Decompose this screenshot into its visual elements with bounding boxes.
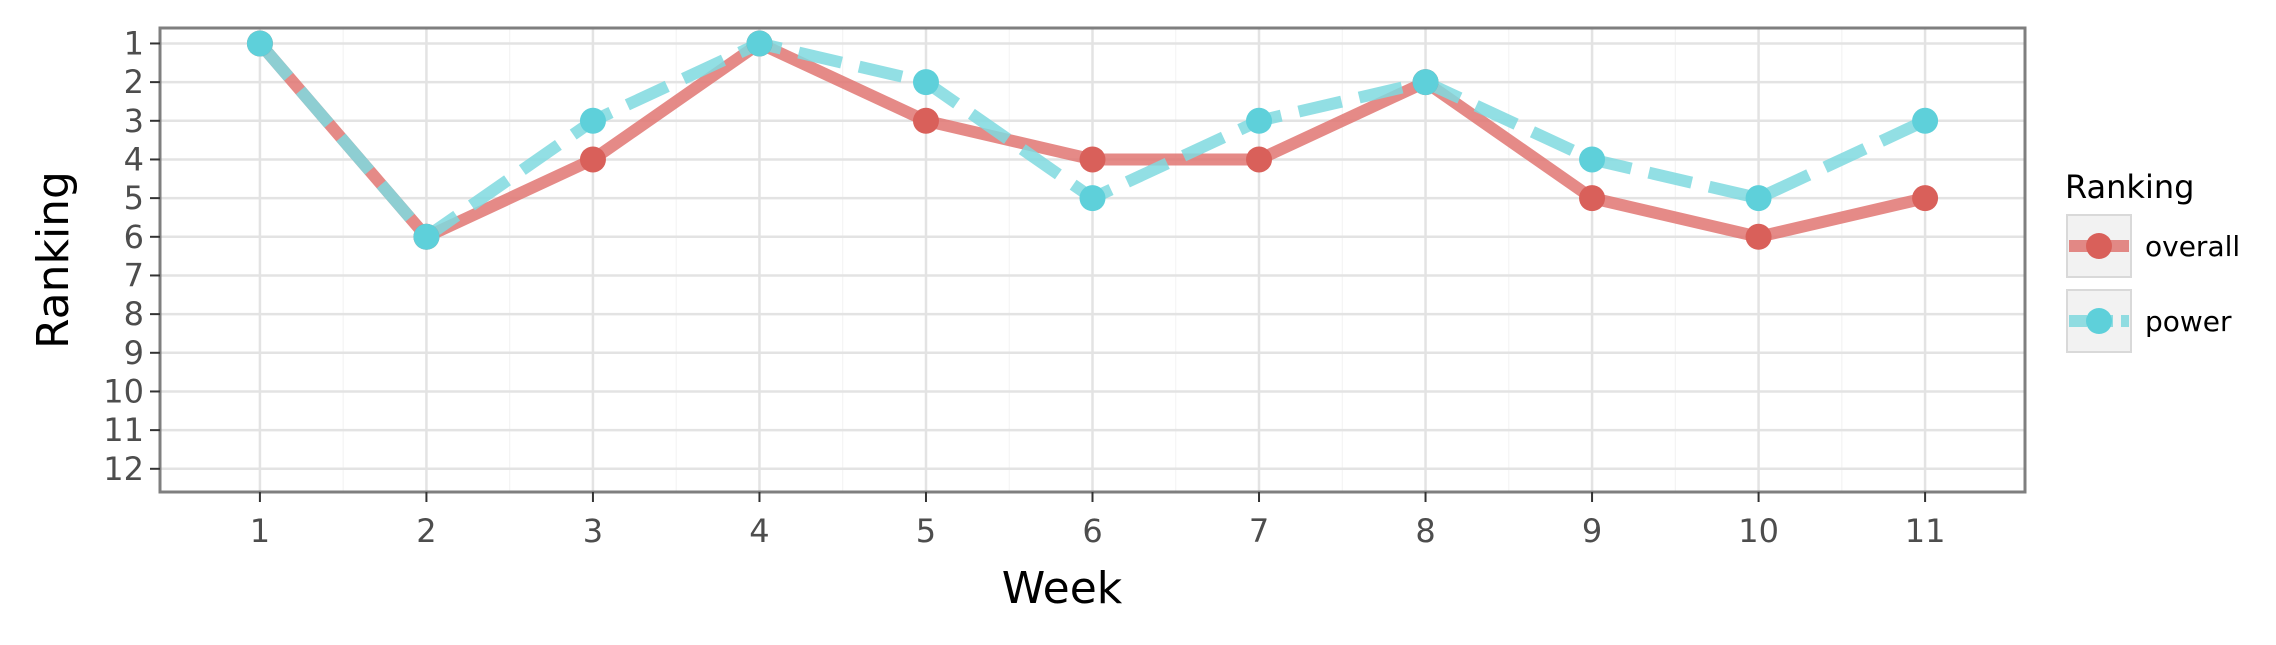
grid-lines <box>160 28 2025 492</box>
y-tick-label: 5 <box>124 179 144 217</box>
data-point-overall <box>1912 185 1939 212</box>
legend-label-power: power <box>2145 305 2232 338</box>
x-axis: 1 2 3 4 5 6 7 8 9 10 11 <box>250 492 1946 550</box>
y-tick-label: 1 <box>124 24 144 62</box>
x-tick-label: 7 <box>1249 512 1269 550</box>
y-tick-label: 12 <box>103 450 144 488</box>
x-tick-label: 8 <box>1415 512 1435 550</box>
data-point-overall <box>1246 146 1273 173</box>
data-point-power <box>1579 146 1606 173</box>
y-tick-label: 8 <box>124 295 144 333</box>
y-tick-label: 11 <box>103 411 144 449</box>
series-layer <box>246 30 1939 250</box>
data-point-overall <box>1579 185 1606 212</box>
data-point-power <box>912 69 939 96</box>
legend: Ranking overall power <box>2065 168 2240 353</box>
x-tick-label: 11 <box>1905 512 1946 550</box>
legend-label-overall: overall <box>2145 230 2240 263</box>
data-point-power <box>746 30 773 57</box>
x-tick-label: 3 <box>583 512 603 550</box>
data-point-overall <box>1745 223 1772 250</box>
y-tick-label: 3 <box>124 102 144 140</box>
data-point-power <box>1412 69 1439 96</box>
data-point-power <box>579 107 606 134</box>
data-point-overall <box>912 107 939 134</box>
y-tick-label: 6 <box>124 218 144 256</box>
legend-key-marker-overall <box>2086 233 2112 259</box>
y-tick-label: 7 <box>124 256 144 294</box>
x-tick-label: 9 <box>1582 512 1602 550</box>
data-point-power <box>413 223 440 250</box>
y-tick-label: 9 <box>124 334 144 372</box>
data-point-power <box>1745 185 1772 212</box>
y-tick-label: 2 <box>124 63 144 101</box>
x-tick-label: 10 <box>1738 512 1779 550</box>
x-tick-label: 2 <box>416 512 436 550</box>
x-tick-label: 5 <box>916 512 936 550</box>
legend-title: Ranking <box>2065 168 2194 206</box>
y-tick-label: 4 <box>124 140 144 178</box>
y-axis-title: Ranking <box>28 171 79 349</box>
data-point-overall <box>1079 146 1106 173</box>
x-tick-label: 4 <box>749 512 769 550</box>
x-tick-label: 1 <box>250 512 270 550</box>
data-point-power <box>1079 185 1106 212</box>
data-point-overall <box>579 146 606 173</box>
y-tick-label: 10 <box>103 372 144 410</box>
x-axis-title: Week <box>1002 563 1123 614</box>
data-point-power <box>1246 107 1273 134</box>
legend-key-marker-power <box>2086 308 2112 334</box>
data-point-power <box>246 30 273 57</box>
x-tick-label: 6 <box>1082 512 1102 550</box>
data-point-power <box>1912 107 1939 134</box>
